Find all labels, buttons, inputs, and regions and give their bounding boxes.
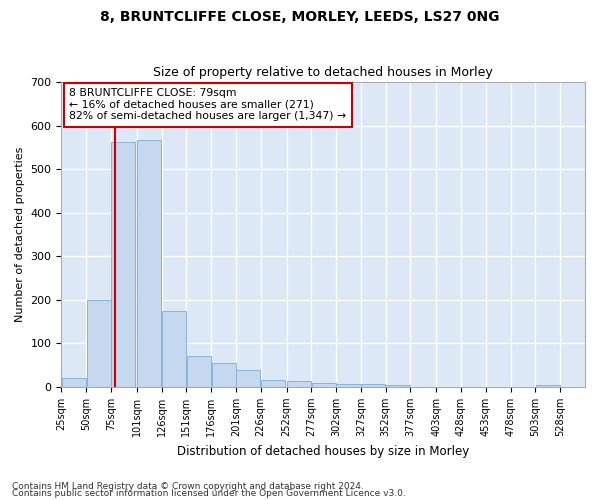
Bar — [187, 356, 211, 387]
Text: 8 BRUNTCLIFFE CLOSE: 79sqm
← 16% of detached houses are smaller (271)
82% of sem: 8 BRUNTCLIFFE CLOSE: 79sqm ← 16% of deta… — [69, 88, 346, 122]
Text: Contains HM Land Registry data © Crown copyright and database right 2024.: Contains HM Land Registry data © Crown c… — [12, 482, 364, 491]
Bar — [236, 370, 260, 387]
Text: Contains public sector information licensed under the Open Government Licence v3: Contains public sector information licen… — [12, 489, 406, 498]
Bar — [337, 384, 361, 387]
Bar — [536, 385, 560, 387]
Bar — [137, 140, 161, 387]
Bar — [112, 142, 136, 387]
Bar — [162, 310, 186, 387]
Title: Size of property relative to detached houses in Morley: Size of property relative to detached ho… — [154, 66, 493, 80]
Y-axis label: Number of detached properties: Number of detached properties — [15, 147, 25, 322]
Bar — [287, 382, 311, 387]
Text: 8, BRUNTCLIFFE CLOSE, MORLEY, LEEDS, LS27 0NG: 8, BRUNTCLIFFE CLOSE, MORLEY, LEEDS, LS2… — [100, 10, 500, 24]
Bar — [261, 380, 285, 387]
Bar — [86, 300, 110, 387]
X-axis label: Distribution of detached houses by size in Morley: Distribution of detached houses by size … — [177, 444, 469, 458]
Bar — [386, 385, 410, 387]
Bar — [212, 363, 236, 387]
Bar — [311, 384, 336, 387]
Bar — [361, 384, 385, 387]
Bar — [62, 378, 86, 387]
